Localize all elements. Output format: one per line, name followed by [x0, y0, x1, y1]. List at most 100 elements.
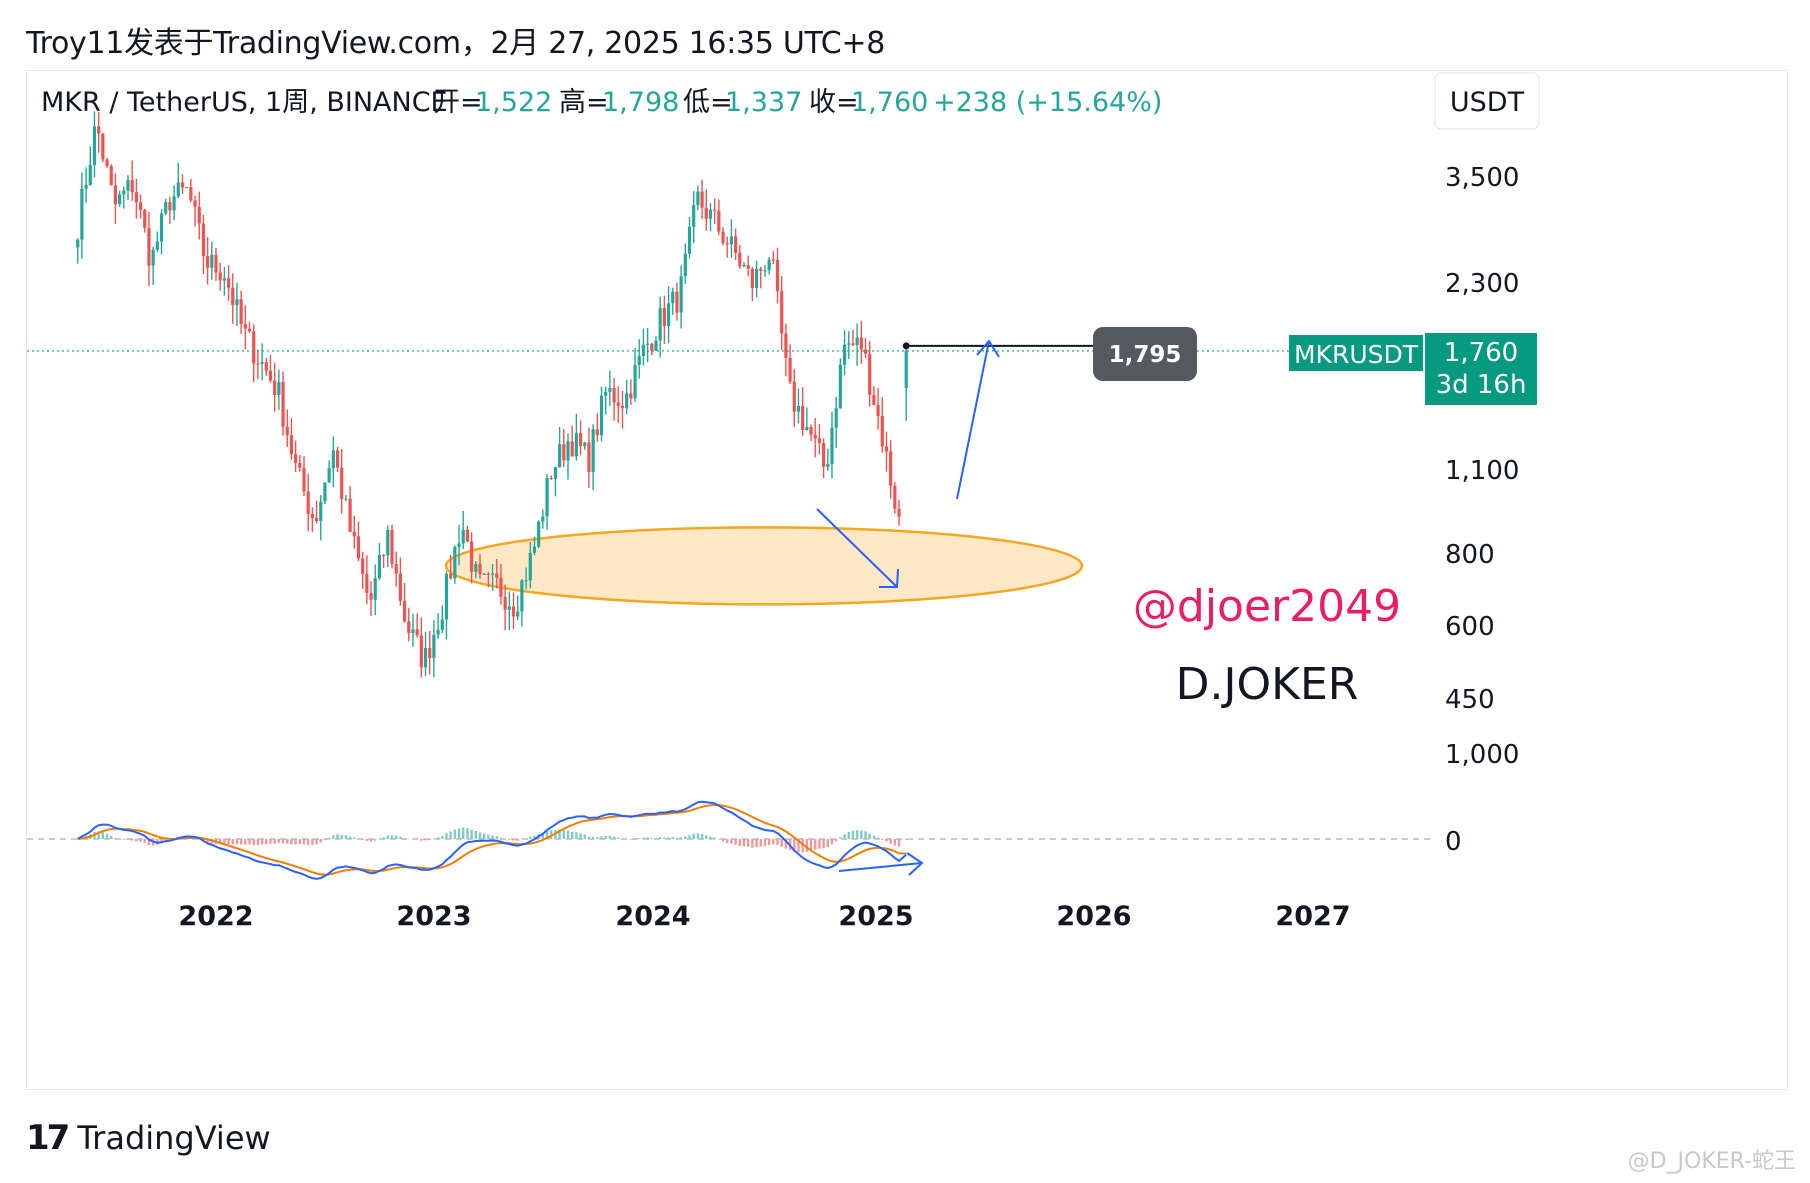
candle-body [423, 647, 428, 668]
macd-histogram-bar [273, 839, 276, 844]
candle [495, 558, 499, 589]
candle [704, 189, 708, 231]
macd-histogram-bar [281, 839, 285, 844]
chart-frame[interactable]: MKR / TetherUS, 1周, BINANCE 开= 1,522 高= … [26, 70, 1788, 1090]
candle-body [130, 179, 134, 193]
candle [164, 198, 168, 216]
macd-histogram-bar [110, 835, 113, 839]
macd-histogram-bar [558, 829, 561, 839]
candle-body [675, 291, 679, 313]
candle-body [101, 133, 105, 160]
legend-open: 1,522 [475, 87, 552, 118]
candle [176, 162, 180, 198]
macd-panel [27, 800, 1435, 880]
candle-body [138, 202, 143, 210]
candle [884, 431, 889, 472]
candle-body [331, 450, 335, 469]
macd-histogram-bar [583, 834, 586, 839]
candle [185, 187, 189, 189]
x-tick-label: 2022 [178, 901, 253, 932]
candle [470, 532, 474, 584]
candle-body [545, 478, 549, 517]
level-label-bg[interactable] [1093, 327, 1197, 381]
macd-histogram-bar [474, 831, 478, 839]
candle [180, 174, 185, 195]
macd-histogram-bar [905, 839, 908, 841]
candle [713, 198, 717, 225]
candle [616, 386, 620, 423]
macd-histogram-bar [394, 835, 398, 839]
candle [289, 418, 294, 460]
candle [771, 250, 775, 264]
publish-header: Troy11发表于TradingView.com，2月 27, 2025 16:… [26, 26, 886, 61]
candle-body [650, 343, 654, 351]
candle-body [700, 191, 704, 208]
macd-histogram-bar [420, 839, 423, 841]
candle-body [604, 391, 608, 396]
legend-low-label: 低= [683, 87, 733, 118]
candle [696, 185, 700, 211]
candle [625, 379, 629, 415]
candle [294, 440, 298, 472]
candle-body [247, 328, 252, 332]
candle [138, 194, 143, 219]
candle [126, 175, 130, 201]
candle [486, 572, 490, 588]
candle-body [344, 498, 348, 500]
candle [859, 320, 863, 364]
currency-button[interactable]: USDT [1450, 87, 1525, 118]
macd-histogram-bar [679, 837, 683, 839]
macd-histogram-bar [889, 839, 892, 844]
candle-body [511, 606, 516, 617]
candle [847, 331, 851, 360]
candle [277, 369, 281, 410]
currency-button-bg[interactable] [1434, 72, 1540, 130]
candle-body [197, 206, 201, 224]
price-tag-symbol: MKRUSDT [1294, 340, 1419, 369]
candle-body [759, 268, 763, 271]
candle-body [109, 165, 113, 186]
candle-body [105, 159, 109, 166]
candle-body [780, 291, 784, 334]
candle [453, 545, 457, 584]
candle [231, 273, 235, 324]
candle-body [855, 337, 859, 346]
candle [373, 564, 377, 616]
chart-svg[interactable]: MKR / TetherUS, 1周, BINANCE 开= 1,522 高= … [27, 71, 1789, 1091]
candle-body [558, 444, 562, 468]
macd-histogram-bar [340, 834, 343, 839]
macd-histogram-bar [482, 833, 486, 839]
macd-histogram-bar [822, 839, 825, 849]
level-line-anchor [902, 342, 910, 350]
candle [528, 541, 532, 589]
candle [805, 407, 809, 431]
divergence-arrow-head [906, 852, 924, 876]
candle [780, 276, 784, 350]
candle [84, 167, 88, 203]
candle [826, 448, 830, 471]
macd-histogram-bar [709, 836, 712, 839]
candle [113, 173, 118, 225]
tradingview-logo[interactable]: 17 TradingView [26, 1118, 271, 1158]
macd-histogram-bar [755, 839, 758, 848]
macd-histogram-bar [776, 839, 779, 845]
macd-histogram-bar [843, 834, 846, 839]
candle [876, 387, 880, 430]
candle [583, 441, 587, 450]
candle [679, 265, 683, 329]
candle-body [683, 253, 687, 277]
candle-body [365, 573, 369, 593]
candle-body [687, 226, 692, 254]
candle-body [369, 592, 373, 600]
candle [319, 495, 323, 541]
macd-histogram-bar [793, 839, 796, 852]
macd-histogram-bar [374, 839, 377, 841]
candle-body [402, 600, 407, 622]
candle [792, 369, 796, 427]
candle-body [239, 299, 243, 324]
candle-body [666, 303, 671, 327]
candle-body [118, 194, 122, 205]
macd-line [77, 800, 907, 880]
macd-histogram-bar [445, 833, 448, 839]
candle [252, 324, 256, 383]
